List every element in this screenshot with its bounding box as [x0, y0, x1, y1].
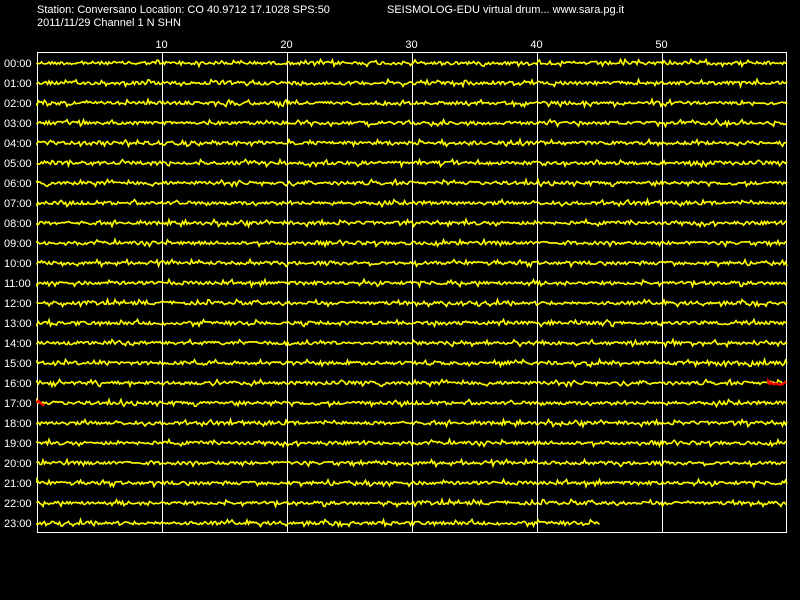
trace-row — [36, 277, 788, 289]
x-tick-label: 40 — [530, 39, 542, 51]
row-time-label: 07:00 — [4, 198, 32, 210]
row-time-label: 08:00 — [4, 218, 32, 230]
row-time-label: 06:00 — [4, 178, 32, 190]
trace-row — [36, 517, 601, 529]
trace-row — [36, 397, 788, 409]
x-tick-label: 10 — [155, 39, 167, 51]
row-time-label: 04:00 — [4, 138, 32, 150]
trace-row — [36, 196, 788, 209]
row-time-label: 22:00 — [4, 498, 32, 510]
trace-row — [36, 177, 788, 188]
trace-row — [36, 497, 788, 509]
row-time-label: 10:00 — [4, 258, 32, 270]
x-tick-label: 50 — [655, 39, 667, 51]
row-time-label: 23:00 — [4, 518, 32, 530]
station-info: Station: Conversano Location: CO 40.9712… — [37, 4, 330, 16]
row-time-label: 21:00 — [4, 478, 32, 490]
trace-row — [36, 476, 788, 489]
row-time-label: 11:00 — [4, 278, 31, 290]
trace-row — [36, 97, 788, 109]
page-title: SEISMOLOG-EDU virtual drum... www.sara.p… — [387, 4, 625, 16]
row-time-label: 19:00 — [4, 438, 32, 450]
row-time-label: 15:00 — [4, 358, 32, 370]
row-time-label: 13:00 — [4, 318, 32, 330]
date-channel-info: 2011/11/29 Channel 1 N SHN — [37, 17, 181, 29]
row-time-label: 12:00 — [4, 298, 32, 310]
trace-row — [36, 237, 788, 249]
trace-row — [36, 416, 788, 429]
x-tick-label: 20 — [280, 39, 292, 51]
event-segment — [35, 399, 45, 407]
trace-row — [36, 317, 788, 329]
row-time-label: 05:00 — [4, 158, 32, 170]
row-time-label: 20:00 — [4, 458, 32, 470]
trace-row — [36, 57, 788, 69]
event-segment — [767, 377, 787, 386]
trace-row — [36, 356, 788, 369]
row-time-label: 02:00 — [4, 98, 32, 110]
trace-row — [36, 437, 788, 449]
trace-row — [36, 257, 788, 269]
row-time-label: 14:00 — [4, 338, 32, 350]
trace-row — [36, 77, 788, 90]
trace-row — [36, 117, 788, 129]
row-time-label: 03:00 — [4, 118, 32, 130]
trace-row — [36, 217, 788, 229]
row-time-label: 01:00 — [4, 78, 32, 90]
row-time-label: 09:00 — [4, 238, 32, 250]
row-time-label: 00:00 — [4, 58, 32, 70]
x-tick-label: 30 — [405, 39, 417, 51]
row-time-label: 16:00 — [4, 378, 32, 390]
trace-row — [36, 137, 788, 149]
row-time-label: 18:00 — [4, 418, 32, 430]
trace-row — [36, 337, 788, 349]
trace-row — [36, 457, 788, 469]
trace-row — [36, 157, 788, 169]
trace-row — [36, 377, 788, 389]
trace-row — [36, 297, 788, 309]
row-time-label: 17:00 — [4, 398, 32, 410]
